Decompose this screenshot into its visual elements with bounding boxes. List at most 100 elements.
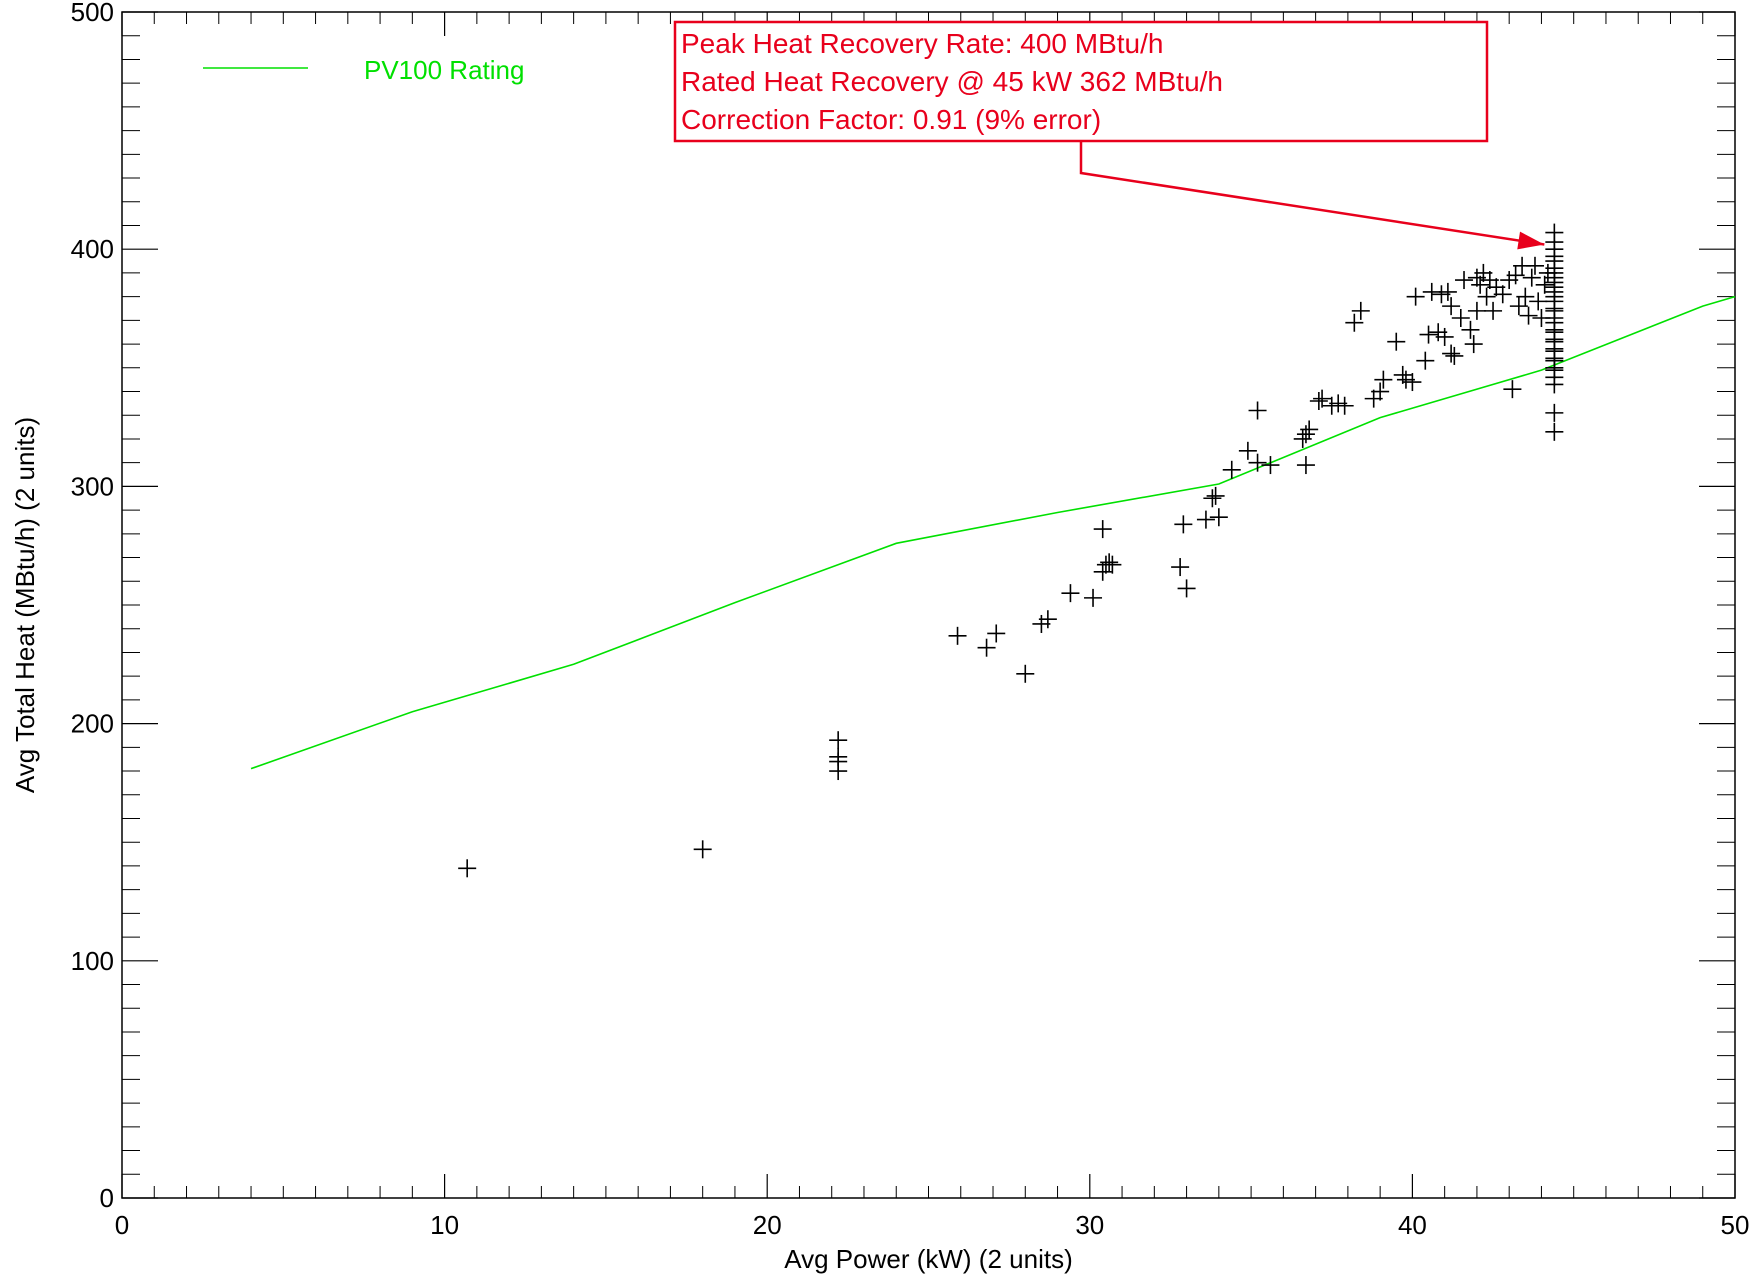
- data-point: [1516, 287, 1535, 306]
- y-tick-label: 0: [100, 1183, 114, 1213]
- data-point: [1435, 327, 1454, 346]
- legend: PV100 Rating: [203, 55, 524, 85]
- data-point: [1445, 346, 1464, 365]
- data-point: [1455, 271, 1474, 290]
- data-point: [1171, 558, 1190, 577]
- y-tick-label: 300: [71, 471, 114, 501]
- data-point: [1300, 420, 1319, 439]
- data-point: [1464, 335, 1483, 354]
- data-point: [1177, 579, 1196, 598]
- data-point: [1442, 344, 1461, 363]
- x-tick-label: 20: [753, 1210, 782, 1240]
- y-axis-label: Avg Total Heat (MBtu/h) (2 units): [10, 417, 40, 793]
- data-point: [1261, 456, 1280, 475]
- annotation-box: [673, 20, 1489, 143]
- data-point: [1535, 275, 1554, 294]
- data-point: [1196, 510, 1215, 529]
- annotation-line-rated: Rated Heat Recovery @ 45 kW 362 MBtu/h: [681, 66, 1223, 97]
- data-point: [1335, 396, 1354, 415]
- data-point: [1206, 486, 1225, 505]
- data-point: [1061, 584, 1080, 603]
- annotation-arrow-line: [1079, 141, 1545, 246]
- minor-ticks: [122, 12, 1735, 1198]
- data-point: [1093, 562, 1112, 581]
- data-point: [1313, 389, 1332, 408]
- data-point: [1506, 266, 1525, 285]
- data-point: [1174, 515, 1193, 534]
- data-point: [1038, 610, 1057, 629]
- data-point: [987, 624, 1006, 643]
- data-point: [1248, 401, 1267, 420]
- data-point: [1296, 425, 1315, 444]
- plot-frame: [121, 11, 1736, 1199]
- y-tick-labels: 0 100 200 300 400 500: [71, 0, 114, 1213]
- x-axis-label: Avg Power (kW) (2 units): [784, 1244, 1072, 1274]
- data-point: [1393, 365, 1412, 384]
- data-point: [1471, 275, 1490, 294]
- data-point: [693, 840, 712, 859]
- data-point: [1451, 308, 1470, 327]
- y-tick-label: 200: [71, 709, 114, 739]
- x-tick-label: 10: [430, 1210, 459, 1240]
- series-line-pv100-rating: [250, 295, 1736, 770]
- data-point: [1084, 588, 1103, 607]
- data-point: [1345, 313, 1364, 332]
- data-point: [1293, 429, 1312, 448]
- x-tick-labels: 0 10 20 30 40 50: [115, 1210, 1750, 1240]
- annotation-line-peak: Peak Heat Recovery Rate: 400 MBtu/h: [681, 28, 1163, 59]
- legend-label-rating: PV100 Rating: [364, 55, 524, 85]
- series-line-group: [250, 295, 1736, 770]
- annotation-line-correction: Correction Factor: 0.91 (9% error): [681, 104, 1101, 135]
- data-point: [1545, 361, 1564, 380]
- data-point: [1406, 287, 1425, 306]
- data-point: [1100, 553, 1119, 572]
- annotation-arrow-head: [1517, 231, 1545, 250]
- data-point: [1103, 555, 1122, 574]
- y-tick-label: 100: [71, 946, 114, 976]
- data-point: [1209, 508, 1228, 527]
- data-point: [1248, 453, 1267, 472]
- x-tick-label: 30: [1075, 1210, 1104, 1240]
- x-tick-label: 0: [115, 1210, 129, 1240]
- data-point: [977, 638, 996, 657]
- data-point: [1461, 320, 1480, 339]
- data-point: [1519, 306, 1538, 325]
- data-point: [1374, 370, 1393, 389]
- data-point: [948, 626, 967, 645]
- y-tick-label: 500: [71, 0, 114, 27]
- data-point: [1484, 301, 1503, 320]
- data-point: [1545, 422, 1564, 441]
- data-point: [1467, 301, 1486, 320]
- data-point: [1525, 256, 1544, 275]
- x-tick-label: 40: [1398, 1210, 1427, 1240]
- data-point: [458, 859, 477, 878]
- data-point: [1203, 489, 1222, 508]
- data-point: [1309, 392, 1328, 411]
- data-point: [1529, 292, 1548, 311]
- data-point: [1438, 282, 1457, 301]
- data-point: [1016, 664, 1035, 683]
- data-point: [1545, 403, 1564, 422]
- data-point: [1093, 520, 1112, 539]
- data-point: [1477, 287, 1496, 306]
- data-point: [1442, 297, 1461, 316]
- data-point: [829, 762, 848, 781]
- data-point: [1522, 268, 1541, 287]
- data-point: [1419, 325, 1438, 344]
- data-point: [1422, 282, 1441, 301]
- data-point: [1387, 332, 1406, 351]
- data-point: [1509, 297, 1528, 316]
- data-point: [829, 731, 848, 750]
- series-points-group: [458, 223, 1564, 878]
- data-point: [1238, 441, 1257, 460]
- data-point: [1503, 380, 1522, 399]
- data-point: [1222, 460, 1241, 479]
- annotation: Peak Heat Recovery Rate: 400 MBtu/h Rate…: [673, 20, 1545, 250]
- data-point: [1416, 351, 1435, 370]
- data-point: [1403, 373, 1422, 392]
- data-point: [1493, 285, 1512, 304]
- x-tick-label: 50: [1721, 1210, 1750, 1240]
